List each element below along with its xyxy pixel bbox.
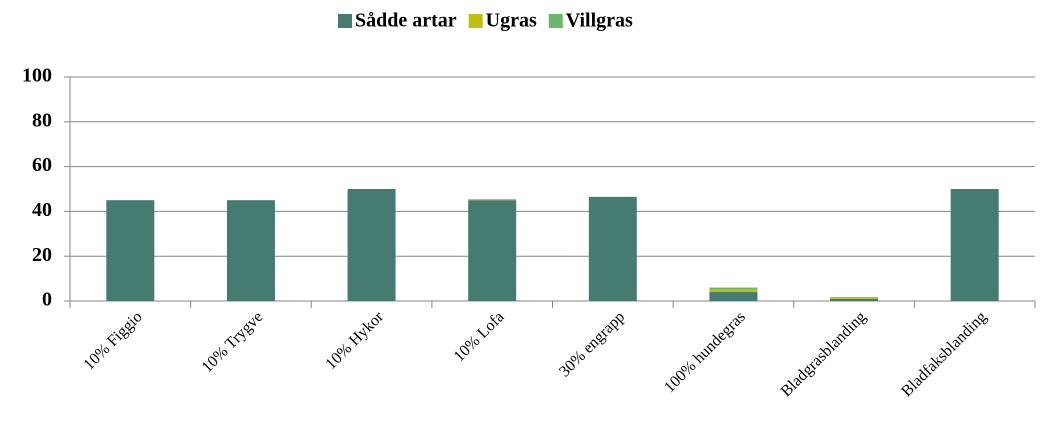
bar-segment (347, 189, 396, 301)
bar-segment (709, 289, 758, 293)
legend-swatch (338, 14, 352, 28)
bar-segment (709, 292, 758, 301)
bar-segment (588, 196, 637, 301)
y-tick-label: 0 (42, 289, 52, 311)
bar-segment (468, 200, 517, 301)
bar-segment (226, 200, 275, 301)
y-tick-label: 60 (32, 154, 52, 176)
x-tick-label: 10% Figgio (81, 308, 146, 373)
bar-segment (468, 199, 517, 201)
x-tick-label: 30% engrapp (556, 308, 628, 380)
x-tick-label: 10% Trygve (199, 308, 267, 376)
bar-segment (830, 296, 879, 298)
y-tick-label: 20 (32, 244, 52, 266)
legend-label: Sådde artar (355, 10, 457, 32)
bar-segment (709, 287, 758, 290)
legend-swatch (548, 14, 563, 28)
bar-segment (106, 200, 155, 301)
x-tick-label: 10% Lofa (451, 308, 508, 365)
x-tick-label: Bladgrasblanding (778, 308, 870, 400)
y-tick-label: 40 (32, 199, 52, 221)
y-tick-label: 100 (22, 65, 52, 87)
legend-swatch (468, 14, 483, 28)
x-tick-label: 10% Hykor (322, 308, 387, 373)
x-tick-label: Bladfaksblanding (898, 308, 990, 400)
x-tick-label: 100% hundegras (661, 308, 749, 396)
bar-segment (830, 297, 879, 299)
legend-label: Ugras (486, 10, 537, 32)
bar-segment (830, 298, 879, 301)
legend-label: Villgras (566, 10, 633, 32)
y-tick-label: 80 (32, 109, 52, 131)
legend: Sådde artar Ugras Villgras (338, 10, 633, 32)
bar-segment (950, 189, 999, 301)
